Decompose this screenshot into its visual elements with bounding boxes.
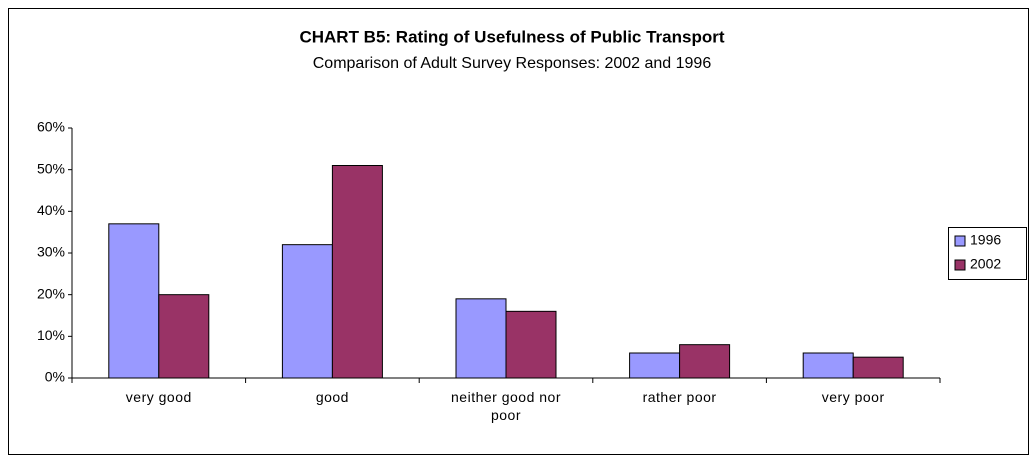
y-tick-label: 50% — [37, 160, 65, 176]
x-tick-label: very good — [125, 389, 192, 405]
bar — [629, 352, 681, 379]
x-tick-label: rather poor — [642, 389, 717, 405]
y-tick-label: 0% — [45, 369, 65, 385]
bar — [679, 344, 731, 379]
chart-subtitle: Comparison of Adult Survey Responses: 20… — [313, 55, 712, 72]
y-tick-label: 20% — [37, 285, 65, 301]
legend-swatch — [954, 259, 966, 271]
x-tick-label: neither good nor poor — [451, 389, 561, 423]
bar — [802, 352, 854, 379]
x-tick-label: good — [315, 389, 349, 405]
legend-label: 1996 — [970, 232, 1001, 248]
bar — [852, 356, 904, 379]
bar — [331, 165, 383, 379]
bar — [455, 298, 507, 379]
x-tick-label: very poor — [821, 389, 885, 405]
chart-border — [8, 8, 1029, 455]
y-tick-label: 40% — [37, 202, 65, 218]
y-tick-label: 30% — [37, 244, 65, 260]
legend-label: 2002 — [970, 256, 1001, 272]
chart-title: CHART B5: Rating of Usefulness of Public… — [299, 27, 724, 46]
legend-swatch — [954, 235, 966, 247]
bar — [281, 244, 333, 379]
bar — [158, 294, 210, 379]
y-tick-label: 60% — [37, 119, 65, 135]
bar — [108, 223, 160, 379]
y-tick-label: 10% — [37, 327, 65, 343]
bar — [505, 310, 557, 379]
